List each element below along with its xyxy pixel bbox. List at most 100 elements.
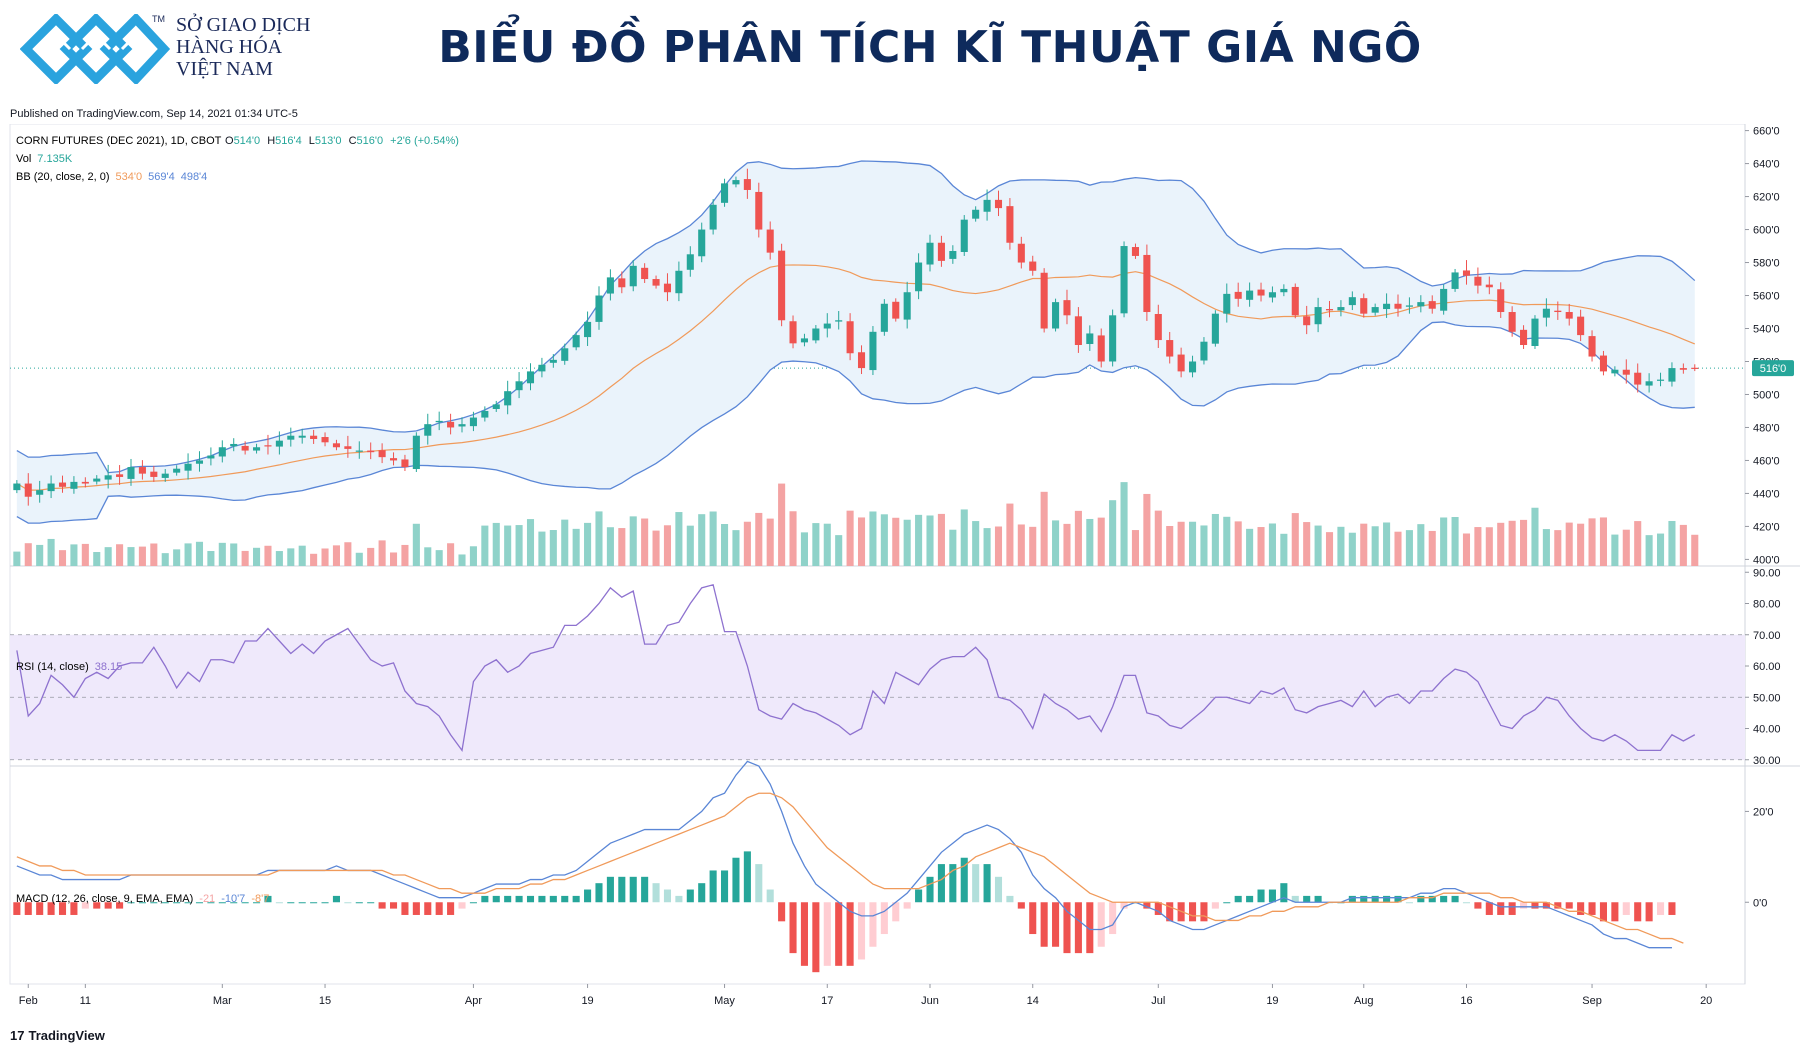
bb-lower-line — [16, 321, 1695, 524]
candle-body — [1474, 276, 1482, 286]
macd-histogram-bar — [1462, 902, 1471, 904]
candle-body — [892, 301, 900, 319]
candle-body — [1040, 272, 1048, 329]
volume-bar — [1508, 520, 1516, 566]
volume-bar — [926, 515, 934, 566]
volume-bar — [412, 523, 420, 566]
macd-histogram-bar — [1508, 902, 1516, 915]
macd-histogram-bar — [344, 902, 352, 904]
volume-bar — [298, 545, 306, 566]
volume-bar — [1246, 528, 1254, 566]
candle-body — [1314, 307, 1322, 325]
candle-body — [1303, 316, 1311, 326]
candle-body — [629, 265, 637, 287]
volume-bar — [1006, 503, 1014, 566]
candle-body — [1497, 289, 1505, 313]
volume-bar — [538, 531, 546, 566]
volume-bar — [1656, 533, 1665, 566]
candle-body — [241, 445, 249, 451]
candle-body — [13, 483, 21, 491]
candle-body — [869, 331, 877, 371]
volume-bar — [1451, 517, 1459, 566]
candle-body — [743, 179, 751, 190]
rsi-tick-label: 40.00 — [1753, 724, 1781, 736]
candle-body — [1656, 379, 1665, 381]
macd-histogram-bar — [424, 902, 432, 915]
macd-histogram-bar — [698, 883, 706, 903]
logo-trademark: TM — [152, 14, 165, 24]
macd-histogram-bar — [1052, 902, 1060, 947]
volume-bar — [1497, 522, 1505, 566]
candle-body — [561, 348, 569, 361]
volume-bar — [789, 511, 797, 566]
volume-bar — [1280, 533, 1288, 566]
macd-histogram-bar — [1200, 902, 1208, 922]
macd-histogram-bar — [1234, 895, 1242, 903]
macd-histogram-bar — [1405, 902, 1413, 904]
candles — [13, 168, 1699, 506]
macd-histogram-bar — [355, 902, 363, 904]
volume-bar — [1679, 524, 1687, 566]
volume-bar — [1131, 530, 1140, 566]
macd-histogram-bar — [1520, 902, 1528, 909]
macd-histogram-bar — [298, 902, 306, 904]
macd-histogram-bar — [1166, 902, 1174, 922]
volume-bar — [572, 528, 580, 566]
macd-histogram-bar — [835, 902, 843, 966]
volume-bar — [138, 546, 146, 566]
candle-body — [549, 359, 557, 363]
volume-bar — [1554, 530, 1562, 566]
candle-body — [1337, 307, 1345, 311]
macd-histogram-bar — [504, 895, 512, 903]
volume-bar — [1622, 529, 1630, 566]
candle-body — [618, 278, 626, 288]
volume-bar — [800, 532, 808, 566]
volume-bar — [1120, 482, 1128, 566]
time-tick-label: Mar — [213, 995, 232, 1007]
volume-bar — [1691, 534, 1699, 566]
macd-histogram-bar — [538, 895, 546, 903]
volume-bar — [1405, 530, 1413, 566]
time-tick-label: 19 — [1266, 995, 1278, 1007]
candle-body — [492, 404, 500, 409]
macd-histogram-bar — [1154, 902, 1162, 915]
volume-bar — [344, 542, 352, 566]
volume-bar — [401, 544, 409, 566]
bb-fill — [16, 160, 1695, 524]
candle-body — [1017, 243, 1025, 263]
volume-bar — [218, 542, 226, 566]
macd-histogram-bar — [663, 889, 672, 903]
candle-body — [926, 242, 934, 265]
rsi-panel — [10, 583, 1745, 761]
time-tick-label: 16 — [1460, 995, 1472, 1007]
macd-histogram-bar — [207, 902, 215, 904]
candle-body — [857, 352, 866, 369]
macd-histogram-bar — [869, 902, 877, 947]
price-chart[interactable]: 660'0640'0620'0600'0580'0560'0540'0520'0… — [0, 124, 1800, 1026]
macd-histogram-bar — [138, 902, 146, 904]
macd-histogram-bar — [1668, 902, 1676, 915]
time-tick-label: 19 — [581, 995, 593, 1007]
volume-bar — [1325, 532, 1334, 566]
candle-body — [104, 475, 112, 480]
macd-histogram-bar — [675, 895, 683, 903]
legend-rsi: RSI (14, close) 38.15 — [16, 661, 122, 673]
candle-body — [606, 277, 614, 294]
macd-histogram-bar — [93, 902, 101, 909]
volume-bar — [606, 527, 614, 566]
candle-body — [823, 323, 831, 329]
tradingview-footer: 17 TradingView — [10, 1028, 105, 1043]
macd-histogram-bar — [230, 902, 238, 904]
macd-histogram-bar — [173, 902, 181, 904]
legend-macd: MACD (12, 26, close, 9, EMA, EMA) -21 -10'… — [16, 893, 269, 905]
macd-histogram-bar — [378, 902, 386, 909]
macd-histogram-bar — [481, 895, 489, 903]
price-tick-label: 540'0 — [1753, 324, 1780, 336]
macd-histogram-bar — [823, 902, 831, 966]
volume-bar — [1234, 521, 1242, 566]
volume-bar — [241, 550, 249, 566]
candle-body — [1223, 293, 1231, 314]
macd-histogram-bar — [58, 902, 67, 915]
volume-bar — [275, 551, 283, 566]
volume-bar — [595, 511, 603, 566]
